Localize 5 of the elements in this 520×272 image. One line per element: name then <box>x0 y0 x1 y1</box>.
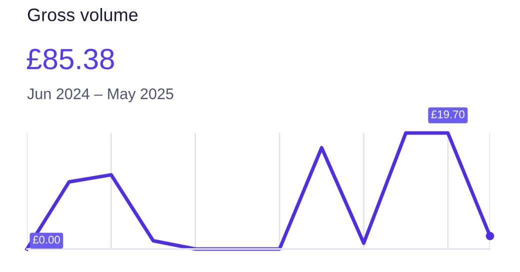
chart-subtitle: £85.38 <box>26 48 114 70</box>
chart-title: Gross volume <box>28 8 138 22</box>
data-label: £19.70 <box>431 110 464 118</box>
text: Jun 2024 – May 2025 <box>27 88 174 102</box>
data-label: £0.00 <box>32 236 60 244</box>
